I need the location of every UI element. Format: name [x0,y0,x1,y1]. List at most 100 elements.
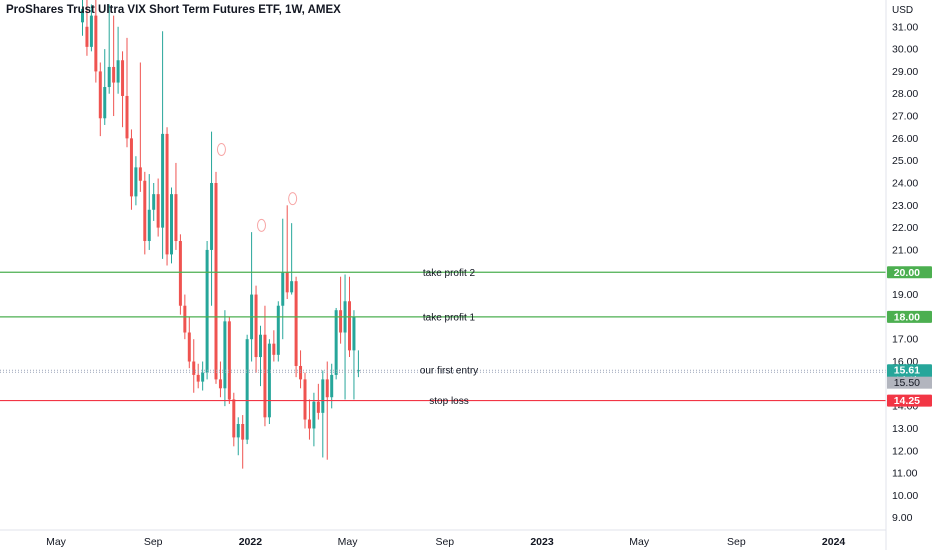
candle [210,131,214,306]
candle [281,218,285,340]
candle [94,0,98,83]
price-tag [887,310,932,323]
candle [352,310,356,400]
candle-body [192,361,196,375]
candle [121,51,125,128]
candle-body [156,194,160,228]
y-tick-label: 12.00 [892,445,918,457]
y-tick-label: 27.00 [892,111,918,123]
y-tick-label: 28.00 [892,88,918,100]
price-tag [887,394,932,407]
candle-body [352,316,356,351]
candle-body [125,95,129,139]
level-label: our first entry [420,366,478,377]
candle [112,15,116,117]
candle [312,392,316,447]
price-axis[interactable]: 9.0010.0011.0012.0013.0014.0015.0016.001… [892,21,918,524]
price-marker-ellipse [257,218,266,232]
candle-body [272,343,276,355]
candle-body [227,321,231,400]
price-tag-label: 14.25 [894,395,920,407]
candle [165,127,169,266]
drawing-markers [216,143,298,232]
x-tick-label: May [338,536,359,548]
price-tag [887,376,932,389]
candle-body [290,281,294,293]
candle [245,334,249,445]
candle [103,49,107,125]
candle-body [183,305,187,333]
candle-body [245,339,249,440]
candle [187,316,191,369]
x-tick-label: Sep [727,536,746,548]
candle [294,276,298,378]
level-label: take profit 2 [423,268,476,279]
candle-body [259,334,262,358]
time-axis[interactable]: May Sep 2022 May Sep 2023 May Sep 2024 [46,536,845,548]
y-tick-label: 22.00 [892,222,918,234]
y-tick-label: 23.00 [892,200,918,212]
candle [321,370,325,458]
candle [161,31,165,259]
candle [356,350,360,378]
candle [290,223,294,295]
x-tick-label: May [629,536,650,548]
y-tick-label: 10.00 [892,490,918,502]
y-tick-label: 17.00 [892,334,918,346]
candle-body [232,399,236,438]
candle-body [223,321,227,389]
candle-body [339,310,343,333]
candle-body [210,182,214,250]
candle [276,301,280,362]
currency-label: USD [892,5,913,16]
candle [223,310,227,407]
price-tag-label: 18.00 [894,311,920,323]
candle [254,285,258,373]
candle-body [129,138,133,197]
level-label: take profit 1 [423,312,476,323]
price-marker-ellipse [288,192,298,206]
candle-body [196,374,200,382]
candle [241,415,245,469]
y-tick-label: 29.00 [892,66,918,78]
candle-body [116,60,120,83]
x-tick-label: 2023 [530,536,554,548]
candle [325,361,329,460]
candle [89,4,93,52]
candle-body [138,167,142,181]
candle-body [85,26,89,47]
candle-body [356,370,360,372]
candle [156,178,160,237]
candle [107,4,111,94]
candle [205,241,209,380]
candle-body [205,249,209,373]
candle-body [321,379,325,413]
price-tag-label: 15.50 [894,377,920,389]
candle-body [94,15,98,72]
y-tick-label: 9.00 [892,512,913,524]
x-tick-label: Sep [435,536,454,548]
candle-body [103,87,107,119]
x-tick-label: 2024 [822,536,846,548]
y-tick-label: 26.00 [892,133,918,145]
candle-body [174,194,178,242]
y-tick-label: 21.00 [892,244,918,256]
candle-body [178,241,182,306]
candle [85,0,89,56]
candle-body [267,343,271,418]
candle [143,171,147,255]
candle [129,129,133,210]
y-tick-label: 24.00 [892,177,918,189]
candle-body [312,401,316,429]
candle-body [330,374,334,398]
y-tick-label: 19.00 [892,289,918,301]
candle [178,234,182,315]
candle [263,305,267,427]
candle [236,417,240,456]
horizontal-levels: take profit 2 take profit 1 our first entr… [0,268,886,407]
x-tick-label: 2022 [239,536,263,548]
